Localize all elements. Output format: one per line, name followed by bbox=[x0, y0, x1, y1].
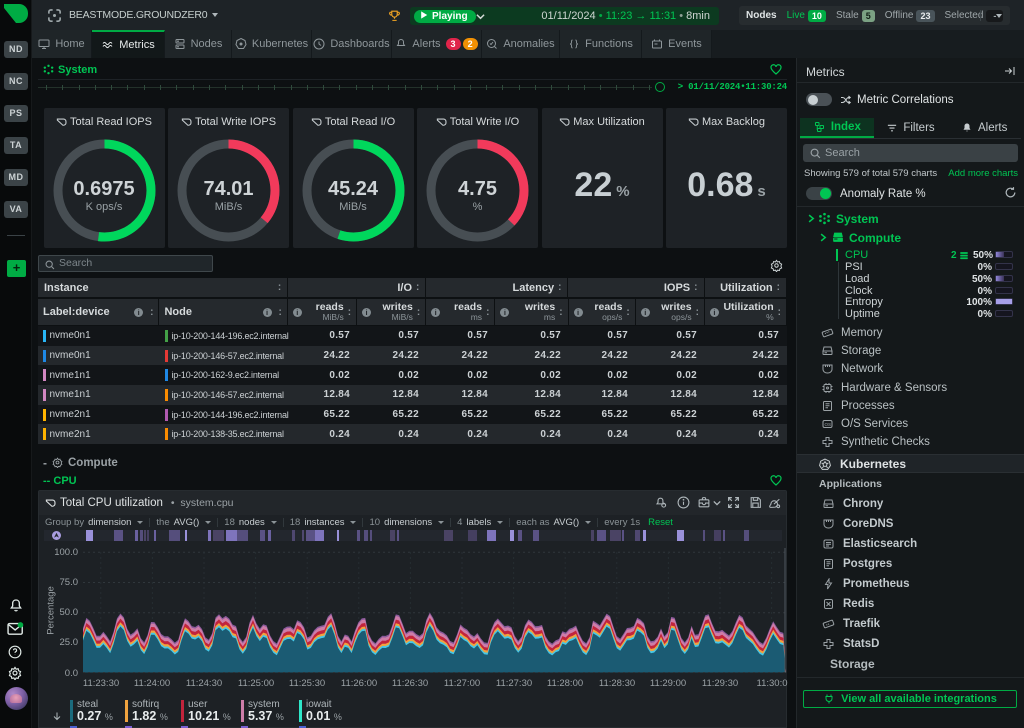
svg-text:OS: OS bbox=[825, 422, 832, 427]
